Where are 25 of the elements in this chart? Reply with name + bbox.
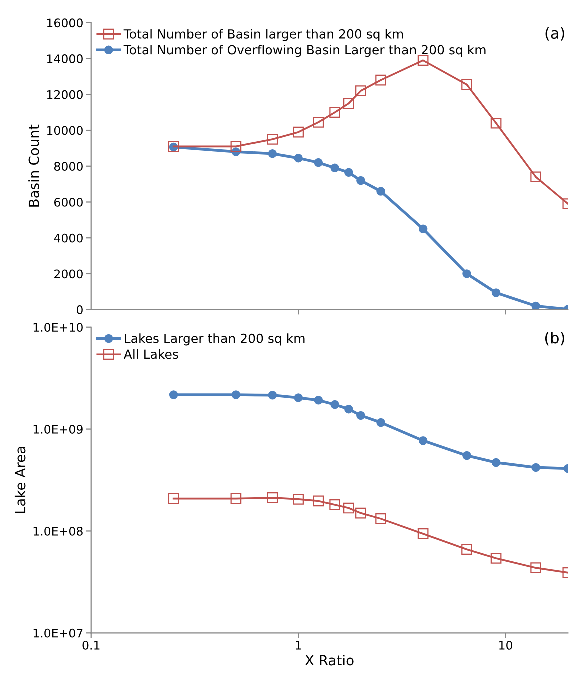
annotation: (b) (545, 332, 564, 346)
y-tick-label: 12000 (47, 90, 83, 100)
y-tick-label: 16000 (47, 18, 83, 28)
x-tick-label: 10 (500, 640, 512, 650)
y-tick-label: 2000 (54, 270, 83, 279)
y-tick-label: 1.0E+09 (34, 425, 83, 434)
y-tick-label: 8000 (54, 162, 83, 172)
y-axis-title: Basin Count (28, 124, 40, 207)
y-tick-label: 1.0E+10 (34, 323, 83, 332)
legend-label: All Lakes (124, 349, 178, 360)
x-tick-label: 0.1 (82, 640, 100, 650)
annotation: (a) (546, 27, 564, 41)
y-tick-label: 14000 (47, 54, 83, 64)
x-tick-label: 1 (296, 641, 302, 650)
y-axis-title: Lake Area (14, 447, 26, 514)
y-tick-label: 0 (76, 306, 83, 314)
x-axis-title: X Ratio (305, 654, 354, 666)
legend-label: Total Number of Basin larger than 200 sq km (124, 29, 404, 42)
y-tick-label: 1.0E+07 (34, 628, 83, 638)
y-tick-label: 1.0E+08 (34, 526, 83, 536)
legend-label: Lakes Larger than 200 sq km (125, 334, 305, 346)
y-tick-label: 4000 (54, 234, 83, 243)
y-tick-label: 6000 (54, 198, 83, 207)
legend-label: Total Number of Overflowing Basin Larger than 200 sq km (124, 45, 486, 58)
y-tick-label: 10000 (47, 126, 83, 136)
